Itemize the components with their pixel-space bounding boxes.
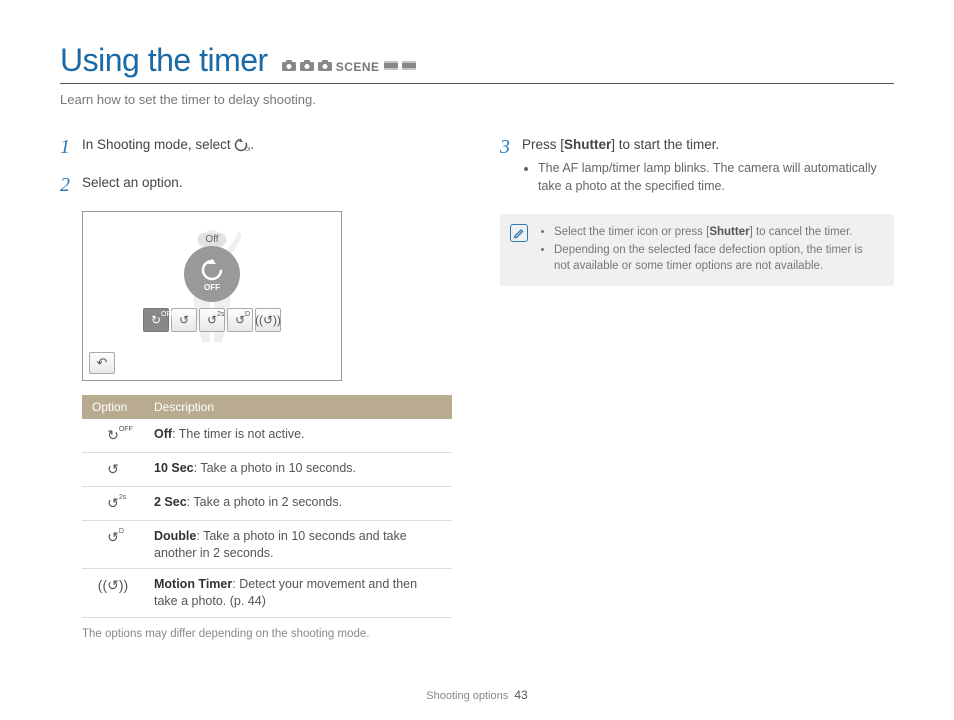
step-1-after: .	[250, 137, 254, 152]
footer: Shooting options 43	[0, 688, 954, 702]
step-2-body: Select an option.	[82, 173, 183, 197]
table-row: ↺10 Sec: Take a photo in 10 seconds.	[82, 452, 452, 486]
columns: 1 In Shooting mode, select OFF. 2 Select…	[60, 135, 894, 640]
off-label: Off	[197, 233, 226, 246]
step-2: 2 Select an option.	[60, 173, 454, 197]
timer-option-2[interactable]: ↺2s	[199, 308, 225, 332]
step-3-suffix: ] to start the timer.	[611, 137, 719, 152]
step-3: 3 Press [Shutter] to start the timer. Th…	[500, 135, 894, 198]
back-button[interactable]: ↶	[89, 352, 115, 374]
table-row: ↻OFFOff: The timer is not active.	[82, 419, 452, 452]
left-column: 1 In Shooting mode, select OFF. 2 Select…	[60, 135, 454, 640]
mode-icon-scene: SCENE	[336, 60, 380, 74]
mode-icon-video1	[384, 60, 398, 74]
row-desc: Off: The timer is not active.	[144, 419, 452, 452]
right-column: 3 Press [Shutter] to start the timer. Th…	[500, 135, 894, 640]
step-1-before: In Shooting mode, select	[82, 137, 234, 152]
step-3-bullets: The AF lamp/timer lamp blinks. The camer…	[522, 159, 894, 195]
table-note: The options may differ depending on the …	[82, 628, 454, 640]
step-3-prefix: Press [	[522, 137, 564, 152]
camera-screenshot: Off OFF ↻OFF↺↺2s↺D((↺)) ↶	[82, 211, 342, 381]
row-desc: 10 Sec: Take a photo in 10 seconds.	[144, 452, 452, 486]
subtitle: Learn how to set the timer to delay shoo…	[60, 92, 894, 107]
timer-option-3[interactable]: ↺D	[227, 308, 253, 332]
row-desc: Double: Take a photo in 10 seconds and t…	[144, 520, 452, 569]
row-icon: ↺2s	[82, 486, 144, 520]
row-icon: ↻OFF	[82, 419, 144, 452]
footer-page: 43	[514, 688, 527, 702]
timer-off-icon: OFF	[234, 138, 250, 152]
th-option: Option	[82, 395, 144, 419]
timer-option-4[interactable]: ((↺))	[255, 308, 281, 332]
row-icon: ↺D	[82, 520, 144, 569]
info-item: Depending on the selected face defection…	[554, 242, 880, 274]
table-row: ((↺))Motion Timer: Detect your movement …	[82, 569, 452, 618]
mode-icons: SCENE	[282, 60, 416, 74]
table-row: ↺2s2 Sec: Take a photo in 2 seconds.	[82, 486, 452, 520]
info-list: Select the timer icon or press [Shutter]…	[540, 224, 880, 274]
options-table: Option Description ↻OFFOff: The timer is…	[82, 395, 452, 618]
step-1-num: 1	[60, 135, 82, 159]
timer-button-row: ↻OFF↺↺2s↺D((↺))	[143, 308, 281, 332]
info-box: Select the timer icon or press [Shutter]…	[500, 214, 894, 286]
footer-section: Shooting options	[426, 690, 508, 702]
step-3-bold: Shutter	[564, 137, 611, 152]
row-desc: Motion Timer: Detect your movement and t…	[144, 569, 452, 618]
page-title: Using the timer	[60, 42, 268, 79]
step-1-body: In Shooting mode, select OFF.	[82, 135, 254, 159]
note-icon	[510, 224, 528, 242]
timer-option-0[interactable]: ↻OFF	[143, 308, 169, 332]
mode-icon-auto	[300, 60, 314, 74]
step-3-num: 3	[500, 135, 522, 198]
step-1: 1 In Shooting mode, select OFF.	[60, 135, 454, 159]
title-row: Using the timer SCENE	[60, 42, 894, 84]
mode-icon-smart	[282, 60, 296, 74]
table-row: ↺DDouble: Take a photo in 10 seconds and…	[82, 520, 452, 569]
info-item: Select the timer icon or press [Shutter]…	[554, 224, 880, 240]
step-3-body: Press [Shutter] to start the timer. The …	[522, 135, 894, 198]
row-icon: ((↺))	[82, 569, 144, 618]
row-icon: ↺	[82, 452, 144, 486]
mode-icon-program	[318, 60, 332, 74]
step-2-num: 2	[60, 173, 82, 197]
center-circle: OFF	[184, 246, 240, 302]
step-3-bullet: The AF lamp/timer lamp blinks. The camer…	[538, 159, 894, 195]
row-desc: 2 Sec: Take a photo in 2 seconds.	[144, 486, 452, 520]
th-description: Description	[144, 395, 452, 419]
center-text: OFF	[204, 283, 220, 292]
options-tbody: ↻OFFOff: The timer is not active.↺10 Sec…	[82, 419, 452, 618]
mode-icon-video2	[402, 60, 416, 74]
